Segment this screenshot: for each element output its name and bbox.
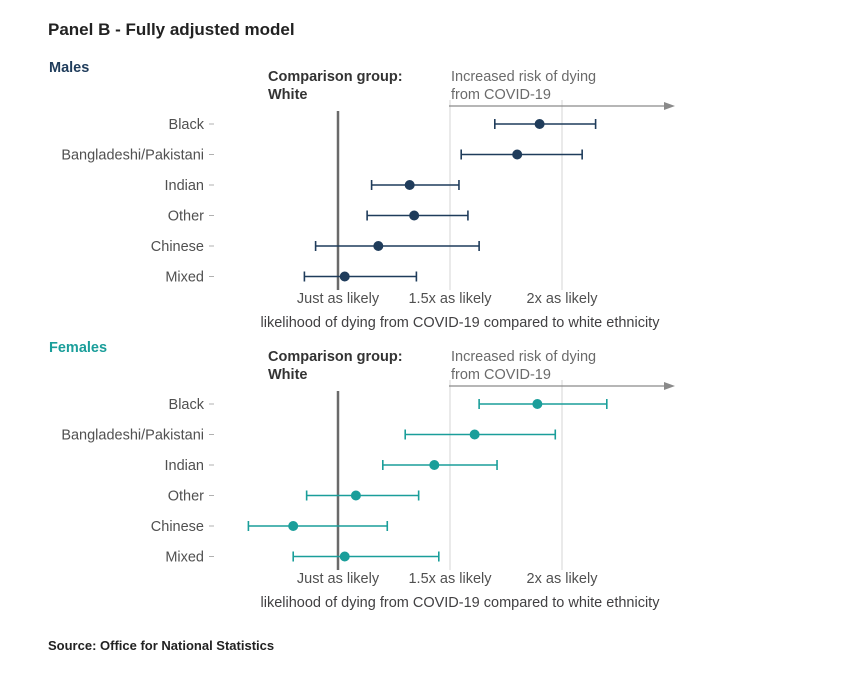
females-category-label: Chinese	[151, 519, 204, 535]
females-category-label: Mixed	[165, 550, 204, 566]
females-category-label: Other	[168, 489, 204, 505]
males-category-label: Mixed	[165, 270, 204, 286]
males-point-estimate	[512, 149, 523, 160]
females-category-label: Black	[169, 397, 205, 413]
chart-title: Panel B - Fully adjusted model	[48, 20, 295, 39]
females-point-estimate	[469, 429, 480, 440]
males-risk-arrow-head	[664, 102, 675, 110]
males-category-label: Chinese	[151, 239, 204, 255]
males-x-tick-label: 1.5x as likely	[408, 291, 492, 307]
males-category-label: Indian	[164, 178, 204, 194]
males-x-axis-label: likelihood of dying from COVID-19 compar…	[261, 315, 661, 331]
males-category-label: Bangladeshi/Pakistani	[61, 148, 204, 164]
males-comparison-group: White	[268, 87, 307, 103]
males-x-tick-label: 2x as likely	[527, 291, 599, 307]
females-point-estimate	[350, 490, 361, 501]
males-point-estimate	[373, 241, 384, 251]
males-point-estimate	[409, 210, 420, 221]
females-comparison-label: Comparison group:	[268, 349, 403, 365]
males-category-label: Black	[169, 117, 205, 133]
males-risk-label-line1: Increased risk of dying	[451, 69, 596, 85]
females-point-estimate	[288, 521, 299, 531]
source-note: Source: Office for National Statistics	[48, 638, 275, 653]
females-point-estimate	[532, 399, 543, 409]
males-x-tick-label: Just as likely	[297, 291, 380, 307]
females-panel-label: Females	[49, 340, 107, 356]
females-category-label: Indian	[164, 458, 204, 474]
males-category-label: Other	[168, 209, 204, 225]
males-point-estimate	[404, 180, 415, 190]
males-point-estimate	[339, 271, 350, 282]
females-risk-label-line2: from COVID-19	[451, 367, 551, 383]
males-panel-label: Males	[49, 60, 89, 76]
males-comparison-label: Comparison group:	[268, 69, 403, 85]
females-risk-arrow-head	[664, 382, 675, 390]
females-x-tick-label: 2x as likely	[527, 571, 599, 587]
females-point-estimate	[429, 460, 440, 470]
females-x-axis-label: likelihood of dying from COVID-19 compar…	[261, 595, 661, 611]
females-x-tick-label: Just as likely	[297, 571, 380, 587]
females-point-estimate	[339, 551, 350, 562]
females-risk-label-line1: Increased risk of dying	[451, 349, 596, 365]
males-risk-label-line2: from COVID-19	[451, 87, 551, 103]
females-x-tick-label: 1.5x as likely	[408, 571, 492, 587]
males-point-estimate	[534, 119, 545, 129]
females-comparison-group: White	[268, 367, 307, 383]
females-category-label: Bangladeshi/Pakistani	[61, 428, 204, 444]
